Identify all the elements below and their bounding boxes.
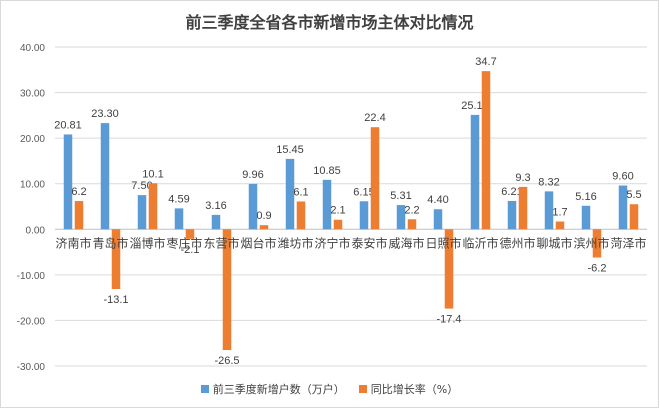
data-label-series2: 10.1 (142, 168, 163, 180)
bar-series2 (185, 229, 195, 239)
legend-item-series1: 前三季度新增户数（万户） (200, 381, 345, 397)
y-tick-label: -30.00 (17, 362, 46, 373)
bar-series1 (174, 208, 184, 230)
x-category-label: 淄博市 (129, 235, 165, 250)
x-category-label: 临沂市 (462, 235, 498, 250)
legend-swatch-series1 (200, 385, 209, 393)
bar-series2 (111, 229, 121, 289)
bar-series1 (63, 134, 73, 230)
x-category-label: 东营市 (203, 235, 239, 250)
legend: 前三季度新增户数（万户） 同比增长率（%） (1, 381, 658, 397)
data-label-series1: 4.40 (427, 194, 448, 206)
x-category-label: 日照市 (425, 235, 461, 250)
x-category-label: 德州市 (499, 235, 535, 250)
x-category-label: 滨州市 (573, 235, 609, 250)
x-category-label: 聊城市 (536, 235, 572, 250)
bar-series2 (370, 127, 380, 230)
data-label-series1: 4.59 (168, 193, 189, 205)
data-label-series1: 23.30 (91, 108, 119, 120)
bar-series2 (259, 225, 269, 230)
data-label-series2: 2.2 (404, 204, 419, 216)
x-category-label: 青岛市 (92, 235, 128, 250)
y-tick-label: 30.00 (20, 89, 45, 100)
data-label-series1: 8.32 (538, 176, 559, 188)
data-label-series2: 5.5 (626, 189, 641, 201)
bar-series2 (296, 201, 306, 230)
data-label-series2: 34.7 (475, 56, 496, 68)
data-label-series2: 9.3 (515, 172, 530, 184)
x-category-label: 烟台市 (240, 235, 276, 250)
y-tick-label: -10.00 (17, 271, 46, 282)
legend-label-series1: 前三季度新增户数（万户） (212, 383, 345, 396)
x-category-label: 枣庄市 (166, 235, 202, 250)
bar-series1 (470, 114, 480, 230)
data-label-series1: 9.96 (242, 169, 263, 181)
data-label-series1: 10.85 (313, 165, 341, 177)
chart-title: 前三季度全省各市新增市场主体对比情况 (185, 13, 474, 32)
data-label-series2: 6.2 (71, 186, 86, 198)
data-label-series1: 6.21 (501, 186, 522, 198)
bar-series2 (481, 71, 491, 230)
bar-series2 (444, 229, 454, 309)
legend-swatch-series2 (358, 385, 367, 393)
bar-series2 (592, 229, 602, 258)
x-category-label: 济南市 (55, 235, 91, 250)
bar-series2 (518, 186, 528, 230)
bar-series1 (211, 214, 221, 230)
data-label-series2: -2.1 (181, 244, 200, 256)
bar-series1 (618, 185, 628, 230)
data-label-series1: 9.60 (612, 171, 633, 183)
y-tick-label: 20.00 (20, 134, 45, 145)
data-label-series2: -26.5 (214, 355, 239, 367)
data-label-series1: 7.50 (131, 180, 152, 192)
bar-series2 (407, 219, 417, 230)
x-category-label: 菏泽市 (610, 235, 646, 250)
bar-series2 (74, 201, 84, 230)
data-label-series2: -6.2 (588, 263, 607, 275)
bar-series1 (359, 201, 369, 230)
bar-series1 (507, 200, 517, 230)
y-tick-label: 0.00 (26, 225, 46, 236)
data-label-series1: 6.15 (353, 186, 374, 198)
data-label-series2: 2.1 (330, 205, 345, 217)
bar-series1 (544, 191, 554, 230)
bar-series2 (222, 229, 232, 351)
bar-series1 (285, 158, 295, 230)
x-category-label: 威海市 (388, 235, 424, 250)
data-label-series1: 3.16 (205, 200, 226, 212)
data-label-series2: -13.1 (103, 294, 128, 306)
bar-series2 (555, 221, 565, 230)
y-tick-label: 40.00 (20, 43, 45, 54)
data-label-series2: 1.7 (552, 207, 567, 219)
x-category-label: 济宁市 (314, 235, 350, 250)
x-category-label: 潍坊市 (277, 235, 313, 250)
bar-series1 (581, 205, 591, 230)
x-category-label: 泰安市 (351, 235, 387, 250)
bar-series1 (100, 123, 110, 230)
legend-label-series2: 同比增长率（%） (370, 383, 459, 396)
data-label-series2: -17.4 (436, 314, 461, 326)
y-tick-label: -20.00 (17, 316, 46, 327)
data-label-series2: 22.4 (364, 112, 385, 124)
data-label-series2: 0.9 (256, 210, 271, 222)
bar-series1 (396, 205, 406, 230)
bar-series2 (333, 219, 343, 230)
data-label-series1: 5.16 (575, 191, 596, 203)
legend-item-series2: 同比增长率（%） (358, 381, 459, 397)
bar-series1 (248, 183, 258, 230)
bar-series1 (433, 209, 443, 230)
data-label-series1: 20.81 (54, 119, 82, 131)
bar-series1 (322, 179, 332, 230)
bar-series2 (629, 204, 639, 230)
data-label-series1: 15.45 (276, 144, 304, 156)
y-tick-label: 10.00 (20, 180, 45, 191)
data-label-series2: 6.1 (293, 186, 308, 198)
bar-series1 (137, 195, 147, 230)
bar-series2 (148, 183, 158, 230)
data-label-series1: 5.31 (390, 190, 411, 202)
